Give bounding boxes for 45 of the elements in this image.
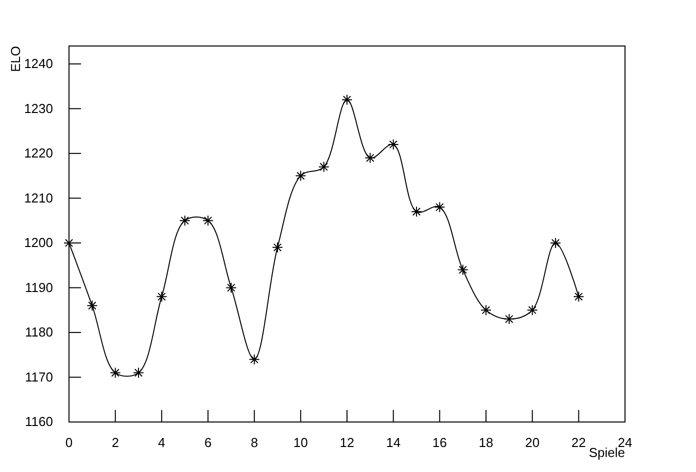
point xyxy=(364,152,376,164)
point xyxy=(318,161,330,172)
x-tick-label: 24 xyxy=(618,435,632,450)
y-axis-title: ELO xyxy=(8,46,23,72)
point xyxy=(480,304,492,316)
point xyxy=(86,300,98,312)
x-tick-label: 12 xyxy=(340,435,354,450)
y-tick-label: 1180 xyxy=(25,324,53,340)
point xyxy=(133,367,144,378)
x-tick-label: 2 xyxy=(112,435,119,450)
x-tick-label: 22 xyxy=(571,435,586,450)
x-tick-label: 14 xyxy=(386,435,401,450)
point xyxy=(526,304,538,316)
y-tick-label: 1160 xyxy=(25,414,53,430)
x-tick-label: 8 xyxy=(250,435,258,450)
y-tick-label: 1200 xyxy=(24,235,53,250)
x-tick-label: 16 xyxy=(432,435,447,450)
x-tick-label: 4 xyxy=(158,435,166,450)
x-tick-label: 6 xyxy=(204,435,212,450)
point xyxy=(342,94,352,106)
y-tick-label: 1210 xyxy=(24,190,53,206)
point xyxy=(411,206,422,218)
point xyxy=(388,138,399,150)
point xyxy=(248,354,260,365)
point xyxy=(295,170,306,182)
y-tick-label: 1240 xyxy=(24,56,53,72)
point xyxy=(434,202,446,213)
point xyxy=(550,237,561,248)
y-tick-label: 1230 xyxy=(24,100,53,116)
point xyxy=(156,291,168,302)
y-tick-label: 1220 xyxy=(24,146,53,161)
point xyxy=(110,367,121,378)
x-tick-label: 0 xyxy=(65,435,73,450)
point xyxy=(179,215,190,226)
point xyxy=(202,215,214,226)
point xyxy=(573,291,584,302)
x-tick-label: 20 xyxy=(525,435,540,450)
point xyxy=(226,282,237,294)
x-tick-label: 18 xyxy=(478,435,494,450)
y-tick-label: 1190 xyxy=(25,280,53,295)
y-tick-label: 1170 xyxy=(25,369,53,384)
point xyxy=(504,314,515,325)
x-tick-label: 10 xyxy=(293,435,308,450)
point xyxy=(457,264,468,276)
point xyxy=(272,242,283,253)
